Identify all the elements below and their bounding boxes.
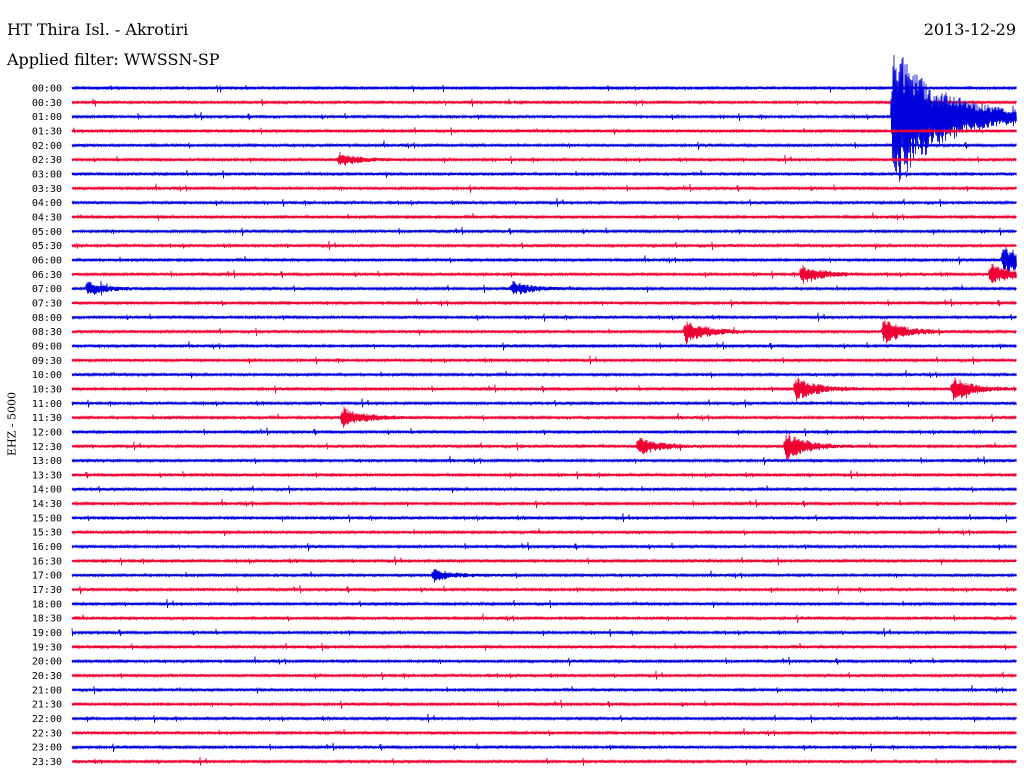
row-time-label: 17:00 bbox=[32, 571, 62, 582]
station-title: HT Thira Isl. - Akrotiri bbox=[7, 20, 189, 39]
row-time-label: 18:30 bbox=[32, 614, 62, 625]
row-time-label: 15:00 bbox=[32, 513, 62, 524]
row-time-label: 03:30 bbox=[32, 184, 62, 195]
row-time-label: 21:00 bbox=[32, 685, 62, 696]
row-time-label: 22:00 bbox=[32, 714, 62, 725]
row-time-label: 07:30 bbox=[32, 298, 62, 309]
row-time-label: 23:30 bbox=[32, 757, 62, 768]
row-time-label: 13:00 bbox=[32, 456, 62, 467]
seismic-event-marker bbox=[643, 445, 646, 447]
row-time-label: 19:00 bbox=[32, 628, 62, 639]
row-time-label: 20:00 bbox=[32, 657, 62, 668]
row-time-label: 12:30 bbox=[32, 442, 62, 453]
row-time-label: 20:30 bbox=[32, 671, 62, 682]
row-time-label: 04:30 bbox=[32, 212, 62, 223]
row-time-label: 08:30 bbox=[32, 327, 62, 338]
seismic-event-marker bbox=[807, 273, 810, 275]
row-time-label: 14:00 bbox=[32, 485, 62, 496]
seismic-event-marker bbox=[898, 116, 901, 118]
row-time-label: 17:30 bbox=[32, 585, 62, 596]
row-time-label: 06:00 bbox=[32, 255, 62, 266]
row-time-label: 23:00 bbox=[32, 743, 62, 754]
seismic-event-marker bbox=[92, 288, 95, 290]
row-time-label: 13:30 bbox=[32, 470, 62, 481]
row-time-label: 15:30 bbox=[32, 528, 62, 539]
row-time-label: 04:00 bbox=[32, 198, 62, 209]
seismic-event-marker bbox=[958, 388, 961, 390]
row-time-label: 02:30 bbox=[32, 155, 62, 166]
row-time-label: 09:00 bbox=[32, 341, 62, 352]
row-time-label: 19:30 bbox=[32, 642, 62, 653]
seismogram-trace-row bbox=[71, 151, 1017, 166]
seismic-event-marker bbox=[517, 288, 520, 290]
row-time-label: 11:30 bbox=[32, 413, 62, 424]
row-time-label: 16:30 bbox=[32, 556, 62, 567]
seismic-event-marker bbox=[347, 417, 350, 419]
seismogram-trace-row bbox=[71, 54, 1017, 182]
row-time-label: 11:00 bbox=[32, 399, 62, 410]
seismogram-trace-row bbox=[71, 434, 1017, 461]
row-time-label: 07:00 bbox=[32, 284, 62, 295]
seismic-event-marker bbox=[438, 574, 441, 576]
seismogram-trace-row bbox=[71, 320, 1017, 345]
row-time-label: 14:30 bbox=[32, 499, 62, 510]
seismic-event-marker bbox=[800, 388, 803, 390]
row-time-label: 21:30 bbox=[32, 700, 62, 711]
row-time-label: 02:00 bbox=[32, 141, 62, 152]
row-time-label: 10:30 bbox=[32, 384, 62, 395]
row-time-label: 05:00 bbox=[32, 227, 62, 238]
row-time-label: 03:00 bbox=[32, 169, 62, 180]
seismic-event-marker bbox=[690, 331, 693, 333]
row-time-label: 08:00 bbox=[32, 313, 62, 324]
row-time-label: 09:30 bbox=[32, 356, 62, 367]
seismic-event-marker bbox=[791, 445, 794, 447]
row-time-label: 22:30 bbox=[32, 728, 62, 739]
row-time-label: 01:00 bbox=[32, 112, 62, 123]
seismic-event-marker bbox=[888, 331, 891, 333]
row-time-label: 00:30 bbox=[32, 98, 62, 109]
seismic-event-marker bbox=[344, 159, 347, 161]
seismic-event-marker bbox=[995, 273, 998, 275]
row-time-label: 05:30 bbox=[32, 241, 62, 252]
row-time-label: 10:00 bbox=[32, 370, 62, 381]
row-time-label: 12:00 bbox=[32, 427, 62, 438]
date-label: 2013-12-29 bbox=[923, 20, 1016, 39]
seismic-event-marker bbox=[1008, 259, 1011, 261]
row-time-label: 18:00 bbox=[32, 599, 62, 610]
filter-label: Applied filter: WWSSN-SP bbox=[7, 50, 220, 69]
row-time-label: 00:00 bbox=[32, 84, 62, 95]
row-time-label: 06:30 bbox=[32, 270, 62, 281]
row-time-label: 01:30 bbox=[32, 126, 62, 137]
row-time-label: 16:00 bbox=[32, 542, 62, 553]
